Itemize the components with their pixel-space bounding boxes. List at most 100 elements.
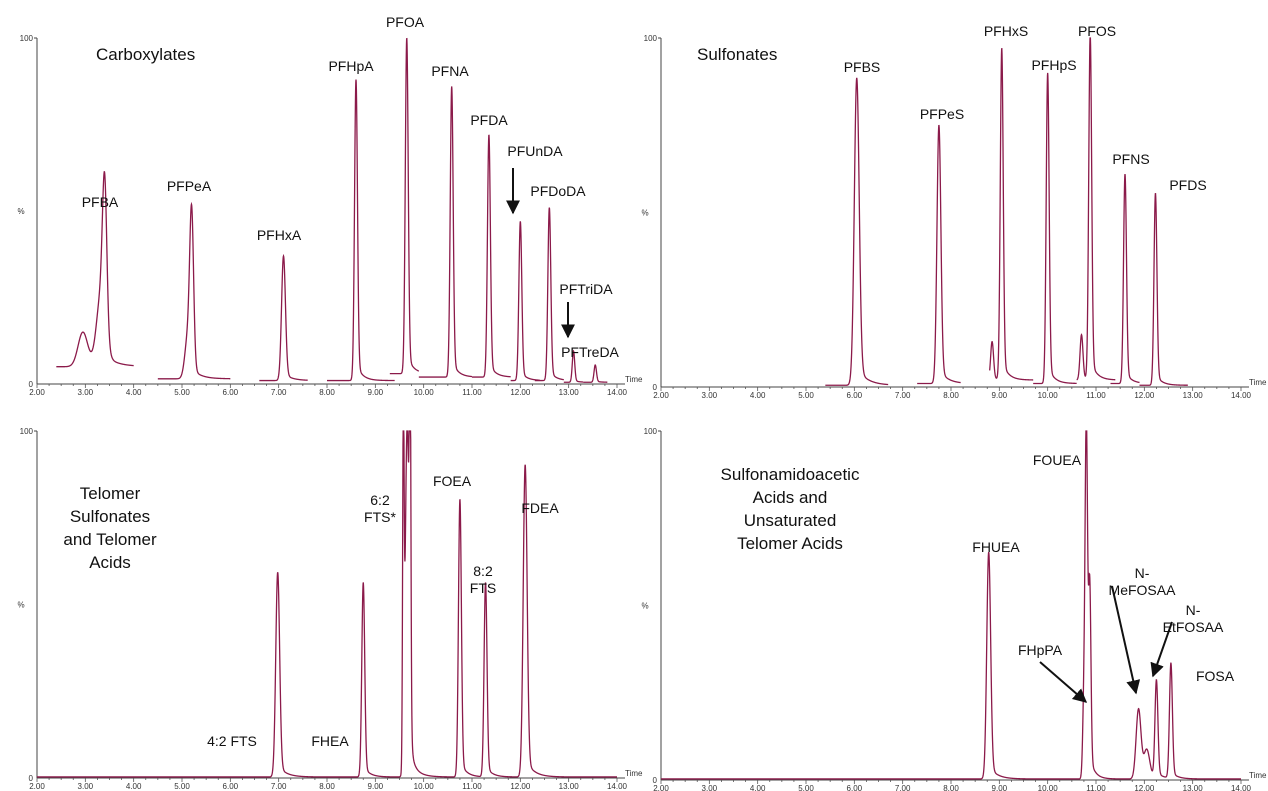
x-tick-label: 2.00 [653,391,669,400]
peak-label-pfns: PFNS [1112,151,1149,167]
x-tick-label: 13.00 [1183,784,1204,791]
y-axis-label: % [641,209,648,218]
trace-segment [327,79,395,382]
peak-label-pfdoda: PFDoDA [530,183,586,199]
x-tick-label: 3.00 [702,391,718,400]
chromatogram-panel-4: 100 0% 2.00 3.00 4.00 5.00 6.00 7.00 8.00 9.00 10.… [641,427,1267,791]
peak-label-4-2-fts: 4:2 FTS [207,733,257,749]
trace-segment [563,349,584,383]
x-axis-label: Time [1249,378,1267,387]
x-tick-label: 2.00 [653,784,669,791]
panel-title: Sulfonates [697,45,777,64]
y-tick-label: 100 [20,34,34,43]
x-tick-label: 10.00 [1038,391,1059,400]
trace-segment [418,86,473,378]
trace-segment [989,47,1034,381]
x-tick-label: 5.00 [174,388,190,397]
peak-label-pfpea: PFPeA [167,178,212,194]
trace-segment [583,364,608,383]
peak-label-fosa: FOSA [1196,668,1235,684]
chromatogram-panel-3: 100 0% 2.00 3.00 4.00 5.00 6.00 7.00 8.00 9.00 10.… [17,427,643,791]
x-tick-label: 6.00 [847,391,863,400]
y-tick-label: 100 [644,34,658,43]
chromatogram-panel-2: 100 0% 2.00 3.00 4.00 5.00 6.00 7.00 8.00 9.00 10.… [641,23,1267,400]
trace-segment [259,253,308,382]
x-axis-label: Time [625,769,643,778]
x-tick-label: 9.00 [368,388,384,397]
x-tick-label: 5.00 [798,391,814,400]
trace-segment [472,134,511,378]
trace-segment [37,430,617,778]
x-tick-label: 5.00 [174,782,190,791]
peak-label-fdea: FDEA [521,500,559,516]
x-tick-label: 13.00 [559,782,580,791]
y-axis-label: % [17,207,24,216]
x-tick-label: 9.00 [992,784,1008,791]
x-tick-label: 14.00 [1231,784,1252,791]
peak-label-pfhxa: PFHxA [257,227,302,243]
peak-label-8-2-fts: 8:2 FTS [470,563,496,596]
y-axis-label: % [641,602,648,611]
x-tick-label: 9.00 [368,782,384,791]
x-tick-label: 14.00 [1231,391,1252,400]
x-tick-label: 2.00 [29,782,45,791]
peak-label-pfhps: PFHpS [1031,57,1076,73]
y-tick-label: 0 [29,380,34,389]
x-axis-label: Time [1249,771,1267,780]
trace-segment [917,124,961,385]
x-tick-label: 6.00 [223,388,239,397]
x-tick-label: 11.00 [462,388,482,397]
x-tick-label: 2.00 [29,388,45,397]
trace-segment [389,37,420,375]
chromatogram-panel-1: 100 0% 2.00 3.00 4.00 5.00 6.00 7.00 8.00 9.00 10.… [17,14,643,397]
x-tick-label: 14.00 [607,782,628,791]
x-tick-label: 7.00 [895,784,911,791]
x-tick-label: 3.00 [78,388,94,397]
trace-segment [56,171,134,368]
peak-label-pfunda: PFUnDA [507,143,563,159]
y-tick-label: 0 [653,776,658,785]
panel-title: Carboxylates [96,45,195,64]
trace-segment [157,201,231,380]
panel-title: Telomer Sulfonates and Telomer Acids [63,484,157,572]
y-tick-label: 100 [644,427,658,436]
x-tick-label: 12.00 [510,388,531,397]
peak-label-fouea: FOUEA [1033,452,1082,468]
peak-label-pftrida: PFTriDA [559,281,613,297]
peak-label-foea: FOEA [433,473,472,489]
x-tick-label: 13.00 [1183,391,1204,400]
x-tick-label: 8.00 [319,388,335,397]
peak-label-pfba: PFBA [82,194,119,210]
y-axis-label: % [17,601,24,610]
x-tick-label: 14.00 [607,388,628,397]
trace-segment [1033,72,1077,385]
x-tick-label: 11.00 [462,782,482,791]
trace-segment [1076,37,1116,381]
y-tick-label: 0 [29,774,34,783]
trace-segment [661,430,1241,780]
x-axis-label: Time [625,375,643,384]
x-tick-label: 6.00 [223,782,239,791]
peak-label-pfbs: PFBS [844,59,881,75]
peak-label-fhuea: FHUEA [972,539,1020,555]
peak-label-fhea: FHEA [311,733,349,749]
arrow-n-etfosaa [1150,621,1173,678]
peak-label-pfds: PFDS [1169,177,1206,193]
trace-segment [1139,192,1188,386]
x-tick-label: 12.00 [1134,784,1155,791]
x-tick-label: 4.00 [126,388,142,397]
arrow-n-mefosaa [1111,585,1141,695]
peak-label-fhppa: FHpPA [1018,642,1063,658]
peak-label-pfhxs: PFHxS [984,23,1028,39]
x-tick-label: 12.00 [510,782,531,791]
trace-segment [534,207,564,382]
peak-label-pfna: PFNA [431,63,469,79]
peak-label-pfos: PFOS [1078,23,1116,39]
panel-title: Sulfonamidoacetic Acids and Unsaturated Tel… [721,465,860,553]
x-tick-label: 4.00 [750,784,766,791]
x-tick-label: 9.00 [992,391,1008,400]
x-tick-label: 6.00 [847,784,863,791]
x-tick-label: 7.00 [271,782,287,791]
x-tick-label: 8.00 [319,782,335,791]
